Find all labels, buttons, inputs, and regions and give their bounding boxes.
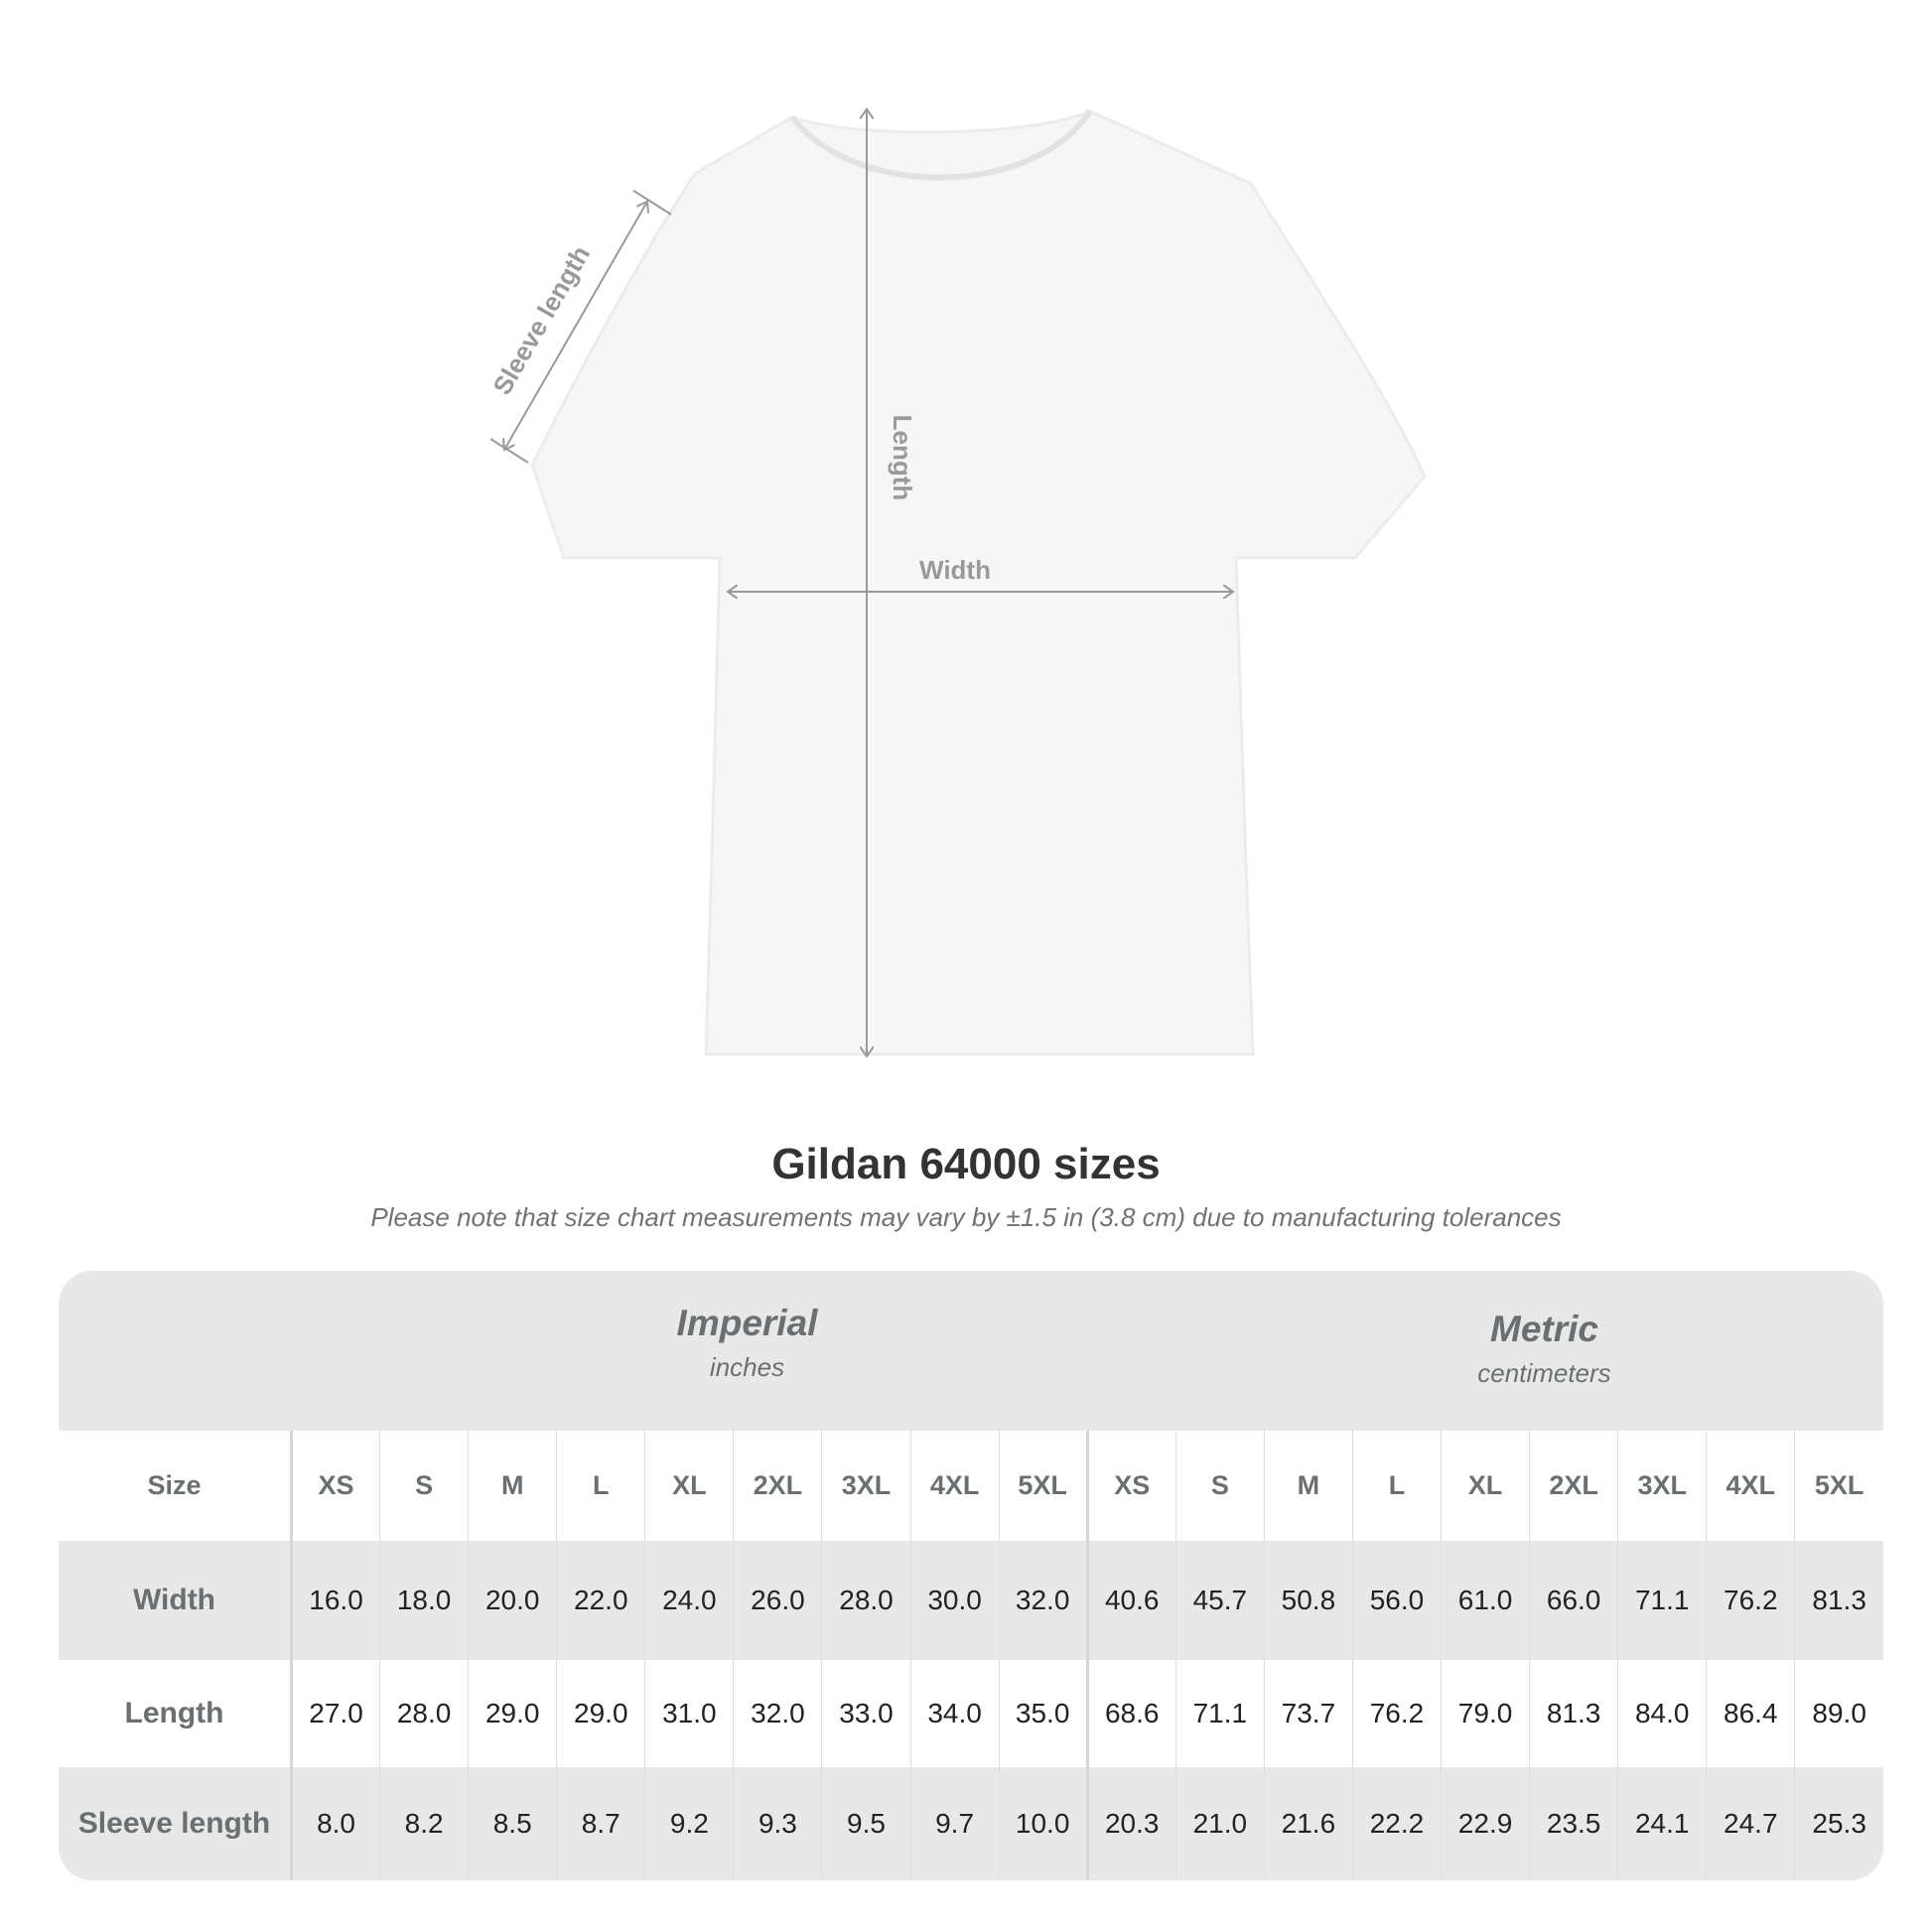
imperial-title: Imperial <box>676 1303 818 1343</box>
imperial-value: 18.0 <box>379 1541 469 1660</box>
metric-value: 24.1 <box>1617 1767 1707 1880</box>
size-label: Size <box>59 1431 293 1541</box>
row-label: Width <box>59 1541 293 1660</box>
imperial-size-4xl: 4XL <box>909 1431 1000 1541</box>
imperial-size-2xl: 2XL <box>733 1431 822 1541</box>
imperial-value: 27.0 <box>290 1660 380 1767</box>
imperial-value: 20.0 <box>468 1541 557 1660</box>
imperial-value: 34.0 <box>909 1660 1000 1767</box>
metric-size-4xl: 4XL <box>1706 1431 1795 1541</box>
width-label: Width <box>919 555 991 585</box>
imperial-value: 31.0 <box>644 1660 734 1767</box>
imperial-value: 8.7 <box>556 1767 645 1880</box>
metric-value: 76.2 <box>1351 1660 1442 1767</box>
imperial-value: 33.0 <box>821 1660 911 1767</box>
metric-size-xs: XS <box>1085 1431 1176 1541</box>
imperial-value: 28.0 <box>379 1660 469 1767</box>
row-label: Length <box>59 1660 293 1767</box>
metric-value: 21.0 <box>1174 1767 1265 1880</box>
metric-header: Metric centimeters <box>1146 1309 1883 1389</box>
imperial-header: Imperial inches <box>348 1303 1146 1383</box>
tshirt-collar <box>789 109 1093 181</box>
metric-unit: centimeters <box>1477 1358 1611 1388</box>
imperial-value: 9.7 <box>909 1767 1000 1880</box>
metric-value: 40.6 <box>1085 1541 1176 1660</box>
imperial-value: 32.0 <box>998 1541 1088 1660</box>
metric-value: 50.8 <box>1263 1541 1353 1660</box>
table-row: Sleeve length 8.0 8.2 8.5 8.7 9.2 9.3 9.5 9.7 10.… <box>59 1767 1883 1880</box>
imperial-value: 28.0 <box>821 1541 911 1660</box>
sleeve-arrow <box>504 202 647 450</box>
metric-size-xl: XL <box>1441 1431 1530 1541</box>
metric-value: 22.9 <box>1441 1767 1530 1880</box>
imperial-size-xl: XL <box>644 1431 734 1541</box>
imperial-value: 29.0 <box>556 1660 645 1767</box>
imperial-size-xs: XS <box>290 1431 380 1541</box>
imperial-value: 8.5 <box>468 1767 557 1880</box>
metric-size-2xl: 2XL <box>1529 1431 1618 1541</box>
imperial-value: 35.0 <box>998 1660 1088 1767</box>
imperial-size-5xl: 5XL <box>998 1431 1088 1541</box>
metric-value: 68.6 <box>1085 1660 1176 1767</box>
metric-value: 73.7 <box>1263 1660 1353 1767</box>
metric-value: 24.7 <box>1706 1767 1795 1880</box>
metric-value: 22.2 <box>1351 1767 1442 1880</box>
imperial-value: 8.2 <box>379 1767 469 1880</box>
metric-size-5xl: 5XL <box>1794 1431 1883 1541</box>
imperial-value: 32.0 <box>733 1660 822 1767</box>
imperial-size-3xl: 3XL <box>821 1431 911 1541</box>
metric-size-l: L <box>1351 1431 1442 1541</box>
metric-size-3xl: 3XL <box>1617 1431 1707 1541</box>
metric-value: 20.3 <box>1085 1767 1176 1880</box>
imperial-value: 8.0 <box>290 1767 380 1880</box>
page-title: Gildan 64000 sizes <box>771 1140 1161 1188</box>
imperial-value: 26.0 <box>733 1541 822 1660</box>
table-row: Length 27.0 28.0 29.0 29.0 31.0 32.0 33.0 34.0 35… <box>59 1660 1883 1767</box>
imperial-value: 24.0 <box>644 1541 734 1660</box>
metric-value: 45.7 <box>1174 1541 1265 1660</box>
imperial-size-s: S <box>379 1431 469 1541</box>
table-row: Width 16.0 18.0 20.0 22.0 24.0 26.0 28.0 30.0 32.… <box>59 1541 1883 1660</box>
tolerance-note: Please note that size chart measurements… <box>370 1202 1562 1232</box>
metric-value: 81.3 <box>1529 1660 1618 1767</box>
metric-value: 61.0 <box>1441 1541 1530 1660</box>
metric-value: 76.2 <box>1706 1541 1795 1660</box>
metric-value: 71.1 <box>1174 1660 1265 1767</box>
metric-title: Metric <box>1490 1309 1598 1349</box>
imperial-value: 16.0 <box>290 1541 380 1660</box>
row-label: Sleeve length <box>59 1767 293 1880</box>
metric-value: 86.4 <box>1706 1660 1795 1767</box>
imperial-value: 10.0 <box>998 1767 1088 1880</box>
imperial-value: 9.2 <box>644 1767 734 1880</box>
metric-value: 23.5 <box>1529 1767 1618 1880</box>
metric-size-s: S <box>1174 1431 1265 1541</box>
imperial-value: 9.5 <box>821 1767 911 1880</box>
metric-value: 81.3 <box>1794 1541 1883 1660</box>
size-table-panel: Imperial inches Metric centimeters Size X… <box>59 1271 1883 1880</box>
imperial-value: 30.0 <box>909 1541 1000 1660</box>
tshirt-diagram: Sleeve length Length Width <box>486 0 1427 1092</box>
imperial-value: 9.3 <box>733 1767 822 1880</box>
metric-value: 79.0 <box>1441 1660 1530 1767</box>
size-header-row: Size XS S M L XL 2XL 3XL 4XL 5XL XS S M L XL 2XL 3XL 4XL 5… <box>59 1431 1883 1541</box>
imperial-unit: inches <box>709 1352 785 1382</box>
length-label: Length <box>888 415 917 501</box>
metric-value: 71.1 <box>1617 1541 1707 1660</box>
size-table: Size XS S M L XL 2XL 3XL 4XL 5XL XS S M L XL 2XL 3XL 4XL 5… <box>59 1431 1883 1880</box>
metric-value: 21.6 <box>1263 1767 1353 1880</box>
metric-value: 25.3 <box>1794 1767 1883 1880</box>
metric-value: 56.0 <box>1351 1541 1442 1660</box>
imperial-value: 22.0 <box>556 1541 645 1660</box>
metric-value: 66.0 <box>1529 1541 1618 1660</box>
metric-size-m: M <box>1263 1431 1353 1541</box>
imperial-value: 29.0 <box>468 1660 557 1767</box>
imperial-size-l: L <box>556 1431 645 1541</box>
metric-value: 89.0 <box>1794 1660 1883 1767</box>
metric-value: 84.0 <box>1617 1660 1707 1767</box>
imperial-size-m: M <box>468 1431 557 1541</box>
